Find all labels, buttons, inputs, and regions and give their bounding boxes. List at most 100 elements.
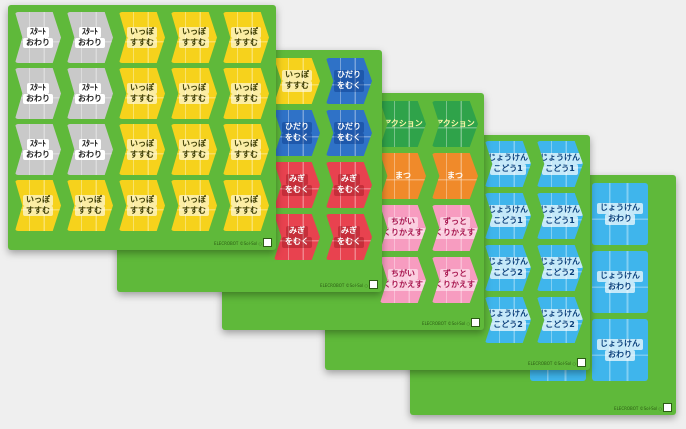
card-grid: ｽﾀｰﾄ おわり ｽﾀｰﾄ おわり いっぽ すすむ いっぽ すすむ いっぽ すすむ ｽﾀｰﾄ おわりｽ… (15, 12, 269, 231)
card-sublabel: こどう1 (490, 216, 526, 227)
command-card: ｽﾀｰﾄ おわり (67, 12, 113, 63)
card-sublabel: すすむ (179, 37, 209, 49)
card-label: じょうけん (485, 309, 531, 320)
card-label: ちがい (388, 269, 418, 280)
sheet-footer: ELECROBOT ©Sol-Sol ○ (320, 283, 368, 288)
command-card: いっぽ すすむ (171, 12, 217, 63)
card-grid: じょうけん こどう1 じょうけん こどう1 じょうけん こどう1 じょうけん こどう1 じょうけ… (485, 141, 583, 343)
card-sublabel: こどう1 (490, 164, 526, 175)
card-label: ひだり (334, 70, 364, 81)
card-sublabel: すすむ (231, 93, 261, 105)
card-sublabel: くりかえす (432, 280, 478, 291)
command-card: ｽﾀｰﾄ おわり (15, 68, 61, 119)
card-sublabel: おわり (23, 93, 53, 105)
card-sublabel: すすむ (231, 37, 261, 49)
command-card: いっぽ すすむ (119, 124, 165, 175)
card-label: じょうけん (537, 153, 583, 164)
command-card: ｽﾀｰﾄ おわり (15, 124, 61, 175)
card-label: じょうけん (597, 203, 643, 214)
card-sublabel: すすむ (231, 205, 261, 217)
card-sublabel: すすむ (179, 205, 209, 217)
card-label: アクション (435, 118, 475, 128)
card-sublabel: をむく (334, 133, 364, 144)
command-card: じょうけん おわり (592, 251, 648, 313)
command-card: いっぽ すすむ (171, 124, 217, 175)
command-card: アクション (432, 101, 478, 147)
card-label: いっぽ (179, 82, 209, 94)
card-sublabel: をむく (282, 237, 312, 248)
card-label: まつ (395, 170, 411, 180)
card-label: じょうけん (597, 271, 643, 282)
command-card: みぎ をむく (274, 214, 320, 260)
command-card: じょうけん こどう1 (485, 193, 531, 239)
command-card: アクション (380, 101, 426, 147)
sheet-footer: ELECROBOT ©Sol-Sol ○ (528, 361, 576, 366)
card-label: いっぽ (23, 194, 53, 206)
card-label: いっぽ (179, 194, 209, 206)
command-card: いっぽ すすむ (171, 180, 217, 231)
command-card: ひだり をむく (326, 58, 372, 104)
command-card: ひだり をむく (326, 110, 372, 156)
card-grid: いっぽ すすむ ひだり をむく ひだり をむく ひだり をむく みぎ をむく みぎ をむく みぎ をむくみ… (274, 58, 372, 260)
card-label: いっぽ (127, 82, 157, 94)
command-card: いっぽ すすむ (119, 180, 165, 231)
card-sublabel: をむく (334, 81, 364, 92)
card-sublabel: おわり (75, 37, 105, 49)
command-card: じょうけん こどう2 (537, 245, 583, 291)
card-label: みぎ (286, 226, 308, 237)
card-grid: アクション アクション まつ まつ ちがい くりかえす ずっと くりかえす ちがい くりかえす ずっ… (380, 101, 478, 303)
card-label: じょうけん (485, 205, 531, 216)
card-label: じょうけん (537, 257, 583, 268)
qr-icon (663, 403, 672, 412)
card-label: いっぽ (127, 26, 157, 38)
card-sublabel: すすむ (23, 205, 53, 217)
qr-icon (263, 238, 272, 247)
card-label: いっぽ (231, 26, 261, 38)
card-sublabel: こどう2 (490, 268, 526, 279)
command-card: じょうけん おわり (592, 319, 648, 381)
card-label: じょうけん (537, 309, 583, 320)
sheet-footer: ELECROBOT ©Sol-Sol ○ (422, 321, 470, 326)
card-label: ｽﾀｰﾄ (27, 26, 49, 38)
command-card: じょうけん こどう2 (537, 297, 583, 343)
command-card: いっぽ すすむ (223, 180, 269, 231)
card-label: いっぽ (127, 194, 157, 206)
card-label: ちがい (388, 217, 418, 228)
card-label: いっぽ (179, 26, 209, 38)
command-card: じょうけん こどう2 (485, 245, 531, 291)
card-sublabel: おわり (23, 37, 53, 49)
card-sublabel: すすむ (231, 149, 261, 161)
command-card: いっぽ すすむ (274, 58, 320, 104)
card-label: ずっと (440, 269, 470, 280)
card-sublabel: すすむ (282, 81, 312, 92)
card-sublabel: こどう2 (490, 320, 526, 331)
card-sublabel: くりかえす (380, 228, 426, 239)
card-label: いっぽ (127, 138, 157, 150)
card-sheet-1: ｽﾀｰﾄ おわり ｽﾀｰﾄ おわり いっぽ すすむ いっぽ すすむ いっぽ すすむ ｽﾀｰﾄ おわりｽ… (8, 5, 276, 250)
card-label: ｽﾀｰﾄ (79, 26, 101, 38)
card-label: じょうけん (537, 205, 583, 216)
card-sublabel: くりかえす (380, 280, 426, 291)
card-label: いっぽ (75, 194, 105, 206)
command-card: みぎ をむく (326, 214, 372, 260)
command-card: みぎ をむく (326, 162, 372, 208)
card-sublabel: おわり (605, 282, 635, 293)
command-card: まつ (380, 153, 426, 199)
card-sublabel: おわり (605, 350, 635, 361)
card-sublabel: すすむ (127, 93, 157, 105)
card-label: いっぽ (282, 70, 312, 81)
card-label: ひだり (334, 122, 364, 133)
command-card: いっぽ すすむ (67, 180, 113, 231)
card-sublabel: すすむ (179, 149, 209, 161)
card-label: じょうけん (597, 339, 643, 350)
command-card: じょうけん おわり (592, 183, 648, 245)
card-sublabel: おわり (23, 149, 53, 161)
card-sublabel: すすむ (127, 205, 157, 217)
command-card: いっぽ すすむ (223, 68, 269, 119)
card-label: いっぽ (231, 138, 261, 150)
card-sublabel: をむく (334, 237, 364, 248)
card-sublabel: をむく (282, 185, 312, 196)
command-card: じょうけん こどう2 (485, 297, 531, 343)
command-card: じょうけん こどう1 (537, 193, 583, 239)
command-card: じょうけん こどう1 (537, 141, 583, 187)
